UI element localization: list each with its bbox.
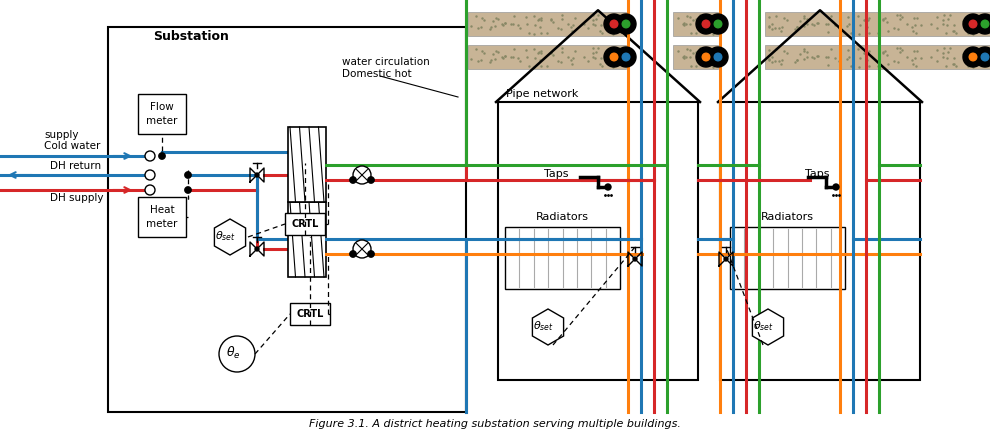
Bar	[285, 213, 325, 235]
Circle shape	[622, 53, 630, 61]
Circle shape	[145, 151, 155, 161]
Text: $\theta_e$: $\theta_e$	[226, 345, 241, 361]
Circle shape	[353, 166, 371, 184]
Text: water circulation: water circulation	[342, 57, 430, 67]
Circle shape	[702, 53, 710, 61]
Text: meter: meter	[147, 116, 177, 126]
Text: DH supply: DH supply	[50, 193, 104, 203]
Circle shape	[969, 53, 977, 61]
Text: Substation: Substation	[153, 31, 229, 44]
Text: meter: meter	[147, 219, 177, 229]
Circle shape	[975, 14, 990, 34]
Circle shape	[969, 20, 977, 28]
Text: Taps: Taps	[544, 169, 568, 179]
Circle shape	[714, 20, 722, 28]
Circle shape	[702, 20, 710, 28]
Bar	[765, 45, 990, 69]
Bar	[468, 12, 626, 36]
Polygon shape	[752, 309, 784, 345]
Circle shape	[708, 47, 728, 67]
Circle shape	[254, 173, 259, 177]
Circle shape	[708, 14, 728, 34]
Circle shape	[605, 184, 611, 190]
Circle shape	[184, 187, 191, 194]
Text: Radiators: Radiators	[761, 212, 814, 222]
Circle shape	[353, 240, 371, 258]
Bar	[138, 197, 186, 237]
Circle shape	[610, 20, 618, 28]
Bar	[290, 303, 330, 325]
Text: Taps: Taps	[805, 169, 830, 179]
Circle shape	[367, 251, 374, 257]
Bar	[498, 102, 698, 380]
Circle shape	[145, 170, 155, 180]
Circle shape	[633, 257, 638, 261]
Text: $\theta_{set}$: $\theta_{set}$	[215, 229, 236, 243]
Circle shape	[981, 53, 989, 61]
Bar	[138, 94, 186, 134]
Circle shape	[604, 47, 624, 67]
Bar	[765, 12, 990, 36]
Circle shape	[696, 47, 716, 67]
Text: $\theta_{set}$: $\theta_{set}$	[752, 319, 773, 333]
Circle shape	[145, 185, 155, 195]
Circle shape	[604, 14, 624, 34]
Circle shape	[367, 177, 374, 184]
Circle shape	[610, 53, 618, 61]
Text: CRTL: CRTL	[296, 309, 324, 319]
Bar	[673, 12, 718, 36]
Text: supply: supply	[44, 130, 78, 140]
Circle shape	[833, 184, 839, 190]
Bar	[288, 127, 326, 202]
Bar	[673, 45, 718, 69]
Circle shape	[616, 14, 636, 34]
Circle shape	[696, 14, 716, 34]
Circle shape	[349, 251, 356, 257]
Circle shape	[963, 47, 983, 67]
Polygon shape	[533, 309, 563, 345]
Text: DH return: DH return	[50, 161, 101, 171]
Bar	[108, 27, 466, 412]
Circle shape	[724, 257, 729, 261]
Text: Cold water: Cold water	[44, 141, 100, 151]
Text: Domestic hot: Domestic hot	[342, 69, 412, 79]
Text: $\theta_{set}$: $\theta_{set}$	[533, 319, 553, 333]
Bar	[288, 202, 326, 277]
Text: Heat: Heat	[149, 205, 174, 215]
Text: Radiators: Radiators	[536, 212, 589, 222]
Circle shape	[981, 20, 989, 28]
Polygon shape	[215, 219, 246, 255]
Text: Figure 3.1. A district heating substation serving multiple buildings.: Figure 3.1. A district heating substatio…	[309, 419, 681, 429]
Text: Flow: Flow	[150, 102, 174, 112]
Bar	[730, 227, 845, 289]
Circle shape	[349, 177, 356, 184]
Bar	[505, 227, 620, 289]
Bar	[468, 45, 626, 69]
Text: CRTL: CRTL	[291, 219, 319, 229]
Circle shape	[219, 336, 255, 372]
Circle shape	[616, 47, 636, 67]
Text: Pipe network: Pipe network	[506, 89, 578, 99]
Circle shape	[714, 53, 722, 61]
Circle shape	[963, 14, 983, 34]
Circle shape	[158, 152, 165, 159]
Bar	[720, 102, 920, 380]
Circle shape	[254, 247, 259, 251]
Circle shape	[184, 172, 191, 178]
Circle shape	[975, 47, 990, 67]
Circle shape	[622, 20, 630, 28]
